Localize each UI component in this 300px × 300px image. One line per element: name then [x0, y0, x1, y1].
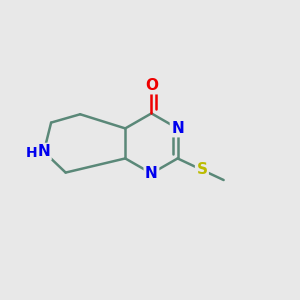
Text: H: H	[25, 146, 37, 160]
Text: N: N	[145, 166, 158, 181]
Text: N: N	[171, 121, 184, 136]
Text: S: S	[196, 162, 207, 177]
Text: N: N	[38, 144, 50, 159]
Text: O: O	[145, 78, 158, 93]
